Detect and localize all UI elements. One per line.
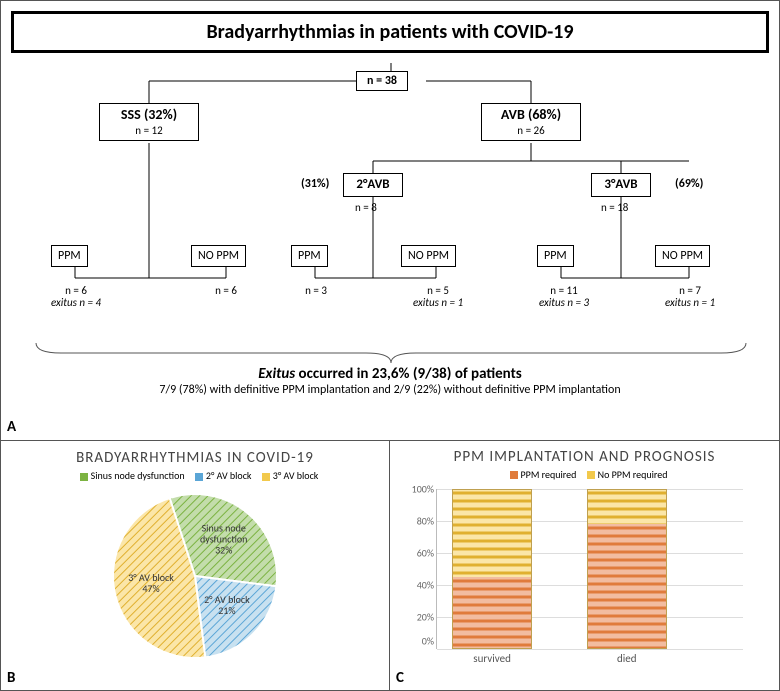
bar-chart: 0% 20% 40% 60% 80% 100% surviveddied (436, 489, 743, 649)
sss-box: SSS (32%) n = 12 (99, 103, 199, 141)
avb3-box: 3°AVB (591, 173, 651, 197)
connectors-svg (11, 53, 771, 363)
avb2-pct: (31%) (301, 177, 329, 191)
avb2-noppm-annot: n = 5 exitus n = 1 (393, 285, 483, 309)
avb2-ppm-annot: n = 3 (271, 285, 361, 297)
panel-c-title: PPM IMPLANTATION AND PROGNOSIS (396, 449, 773, 466)
legend-sw-yellow2 (587, 471, 595, 479)
y-axis: 0% 20% 40% 60% 80% 100% (406, 489, 436, 649)
legend-sw-yellow (262, 473, 270, 481)
sss-ppm-annot: n = 6 exitus n = 4 (31, 285, 121, 309)
panel-label-b: B (7, 669, 15, 687)
root-n-box: n = 38 (356, 71, 408, 91)
sss-ppm-box: PPM (51, 245, 88, 267)
avb3-ppm-box: PPM (537, 245, 574, 267)
sss-noppm-box: NO PPM (191, 245, 246, 267)
avb2-box: 2°AVB (343, 173, 403, 197)
avb3-pct: (69%) (675, 177, 703, 191)
avb2-noppm-box: NO PPM (401, 245, 456, 267)
sss-noppm-annot: n = 6 (181, 285, 271, 297)
avb3-noppm-box: NO PPM (655, 245, 710, 267)
avb-box: AVB (68%) n = 26 (481, 103, 581, 141)
panel-label-a: A (7, 418, 16, 436)
avb2-n: n = 8 (355, 201, 377, 214)
legend-sw-blue (195, 473, 203, 481)
legend-sw-orange (510, 471, 518, 479)
panel-b-title: BRADYARRHYTHMIAS IN COVID-19 (7, 449, 383, 467)
avb3-ppm-annot: n = 11 exitus n = 3 (519, 285, 609, 309)
panel-b-legend: Sinus node dysfunction 2° AV block 3° AV… (7, 469, 383, 482)
panel-label-c: C (396, 669, 404, 687)
avb3-noppm-annot: n = 7 exitus n = 1 (645, 285, 735, 309)
panel-c-legend: PPM required No PPM required (396, 468, 773, 481)
main-title: Bradyarrhythmias in patients with COVID-… (11, 11, 769, 53)
avb3-n: n = 18 (601, 201, 628, 214)
panel-a: Bradyarrhythmias in patients with COVID-… (1, 1, 779, 441)
pie-chart: Sinus nodedysfunction32%2° AV block21%3°… (90, 486, 300, 666)
panel-b: BRADYARRHYTHMIAS IN COVID-19 Sinus node … (1, 441, 390, 691)
plot-area: surviveddied (436, 489, 743, 649)
panel-c: PPM IMPLANTATION AND PROGNOSIS PPM requi… (390, 441, 779, 691)
flowchart: n = 38 SSS (32%) n = 12 AVB (68%) n = 26… (11, 53, 769, 363)
legend-sw-green (80, 473, 88, 481)
avb2-ppm-box: PPM (291, 245, 328, 267)
exitus-text: Exitus occurred in 23,6% (9/38) of patie… (11, 365, 769, 397)
